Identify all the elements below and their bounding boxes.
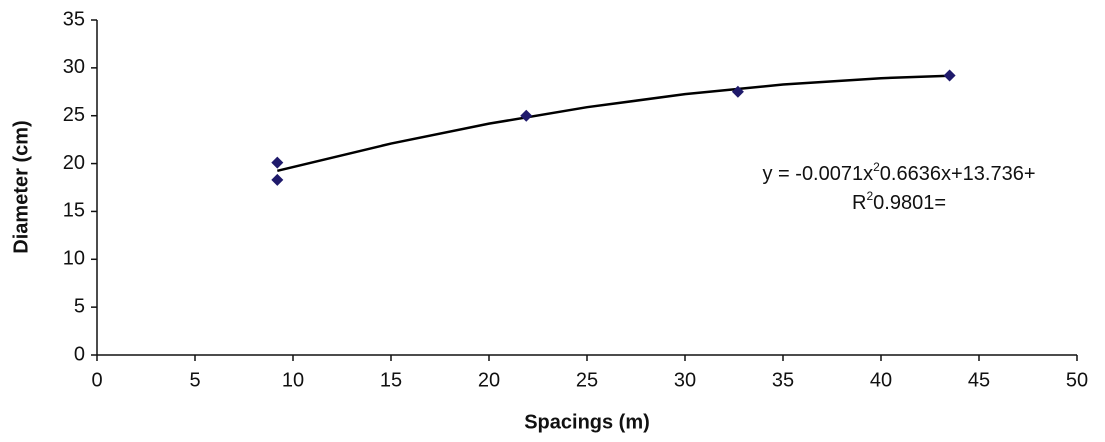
- x-tick-label: 0: [91, 369, 102, 391]
- x-tick-label: 10: [282, 369, 304, 391]
- y-tick-label: 15: [63, 200, 85, 222]
- x-tick-label: 20: [478, 369, 500, 391]
- x-tick-label: 15: [380, 369, 402, 391]
- y-tick-label: 5: [74, 295, 85, 317]
- y-axis-title: Diameter (cm): [10, 120, 32, 253]
- point: [520, 109, 533, 122]
- point: [271, 156, 284, 169]
- annotation-part: 0.9801=: [873, 192, 946, 214]
- y-tick-label: 20: [63, 152, 85, 174]
- annotation-part: 2: [873, 160, 880, 174]
- point: [943, 69, 956, 82]
- y-tick-label: 35: [63, 8, 85, 30]
- annotation-part: 0.6636x+13.736+: [880, 163, 1036, 185]
- y-tick-label: 25: [63, 104, 85, 126]
- annotation-part: 2: [866, 189, 873, 203]
- x-tick-label: 40: [870, 369, 892, 391]
- trend-line: [277, 74, 950, 173]
- y-tick-label: 0: [74, 343, 85, 365]
- x-tick-label: 5: [189, 369, 200, 391]
- x-tick-label: 35: [772, 369, 794, 391]
- annotation: y = -0.0071x20.6636x+13.736+: [762, 160, 1035, 185]
- point: [271, 173, 284, 186]
- x-tick-label: 25: [576, 369, 598, 391]
- point: [731, 85, 744, 98]
- x-tick-label: 30: [674, 369, 696, 391]
- annotation-part: R: [852, 192, 866, 214]
- x-axis-title: Spacings (m): [524, 411, 650, 433]
- annotation: R20.9801=: [852, 189, 946, 214]
- y-tick-label: 30: [63, 56, 85, 78]
- annotation-part: y = -0.0071x: [762, 163, 873, 185]
- y-tick-label: 10: [63, 248, 85, 270]
- x-tick-label: 50: [1066, 369, 1088, 391]
- x-tick-label: 45: [968, 369, 990, 391]
